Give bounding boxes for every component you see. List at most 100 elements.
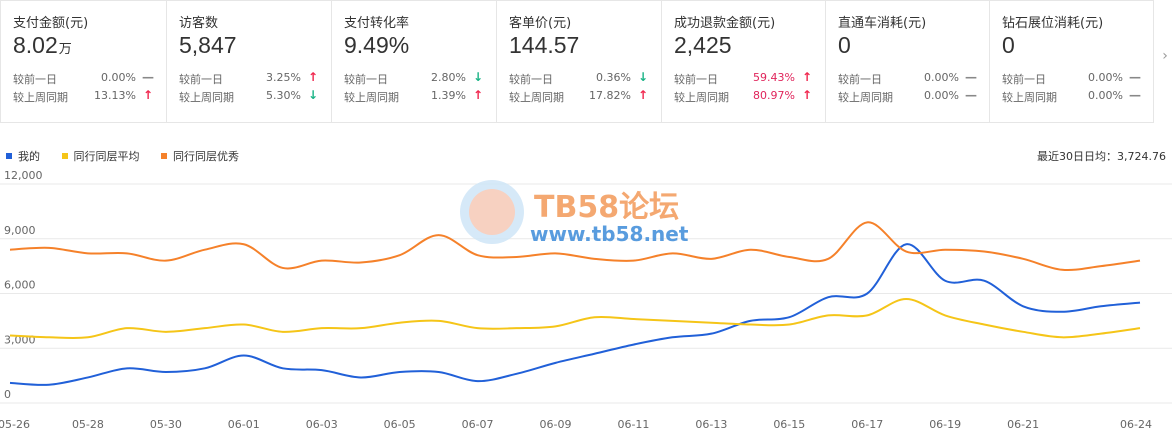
kpi-compare-pct: 0.00% [1088, 89, 1123, 102]
x-tick-label: 06-01 [228, 418, 260, 428]
kpi-compare-day: 较前一日 0.00% — [1002, 70, 1143, 86]
kpi-compare-label: 较前一日 [179, 73, 223, 86]
kpi-compare-pct: 80.97% [753, 89, 795, 102]
arrow-down-icon: ↓ [637, 70, 649, 84]
kpi-compare-label: 较前一日 [344, 73, 388, 86]
kpi-compare-label: 较上周同期 [1002, 91, 1057, 104]
chevron-right-icon[interactable]: › [1162, 48, 1168, 64]
legend-swatch-mine [6, 153, 12, 159]
y-tick-label: 9,000 [4, 224, 36, 237]
x-tick-label: 06-13 [695, 418, 727, 428]
series-line-peer-avg [9, 297, 1141, 340]
x-tick-label: 06-07 [462, 418, 494, 428]
kpi-compare-week: 较上周同期 1.39% ↑ [344, 88, 486, 104]
kpi-card-refund-amount[interactable]: 成功退款金额(元) 2,425 较前一日 59.43% ↑ 较上周同期 80.97% ↑ [662, 0, 826, 123]
kpi-title: 客单价(元) [509, 16, 572, 31]
kpi-title: 成功退款金额(元) [674, 16, 776, 31]
kpi-value-number: 2,425 [674, 32, 732, 58]
kpi-compare-pct: 0.00% [1088, 71, 1123, 84]
kpi-compare-pct: 17.82% [589, 89, 631, 102]
arrow-down-icon: ↓ [307, 88, 319, 102]
kpi-compare-day: 较前一日 0.00% — [13, 70, 156, 86]
kpi-compare-label: 较前一日 [1002, 73, 1046, 86]
kpi-compare-label: 较上周同期 [509, 91, 564, 104]
kpi-compare-pct: 0.00% [101, 71, 136, 84]
x-tick-label: 05-28 [72, 418, 104, 428]
kpi-value-number: 5,847 [179, 32, 237, 58]
legend-item-peer-avg[interactable]: 同行同层平均 [61, 148, 140, 164]
x-tick-label: 06-15 [773, 418, 805, 428]
arrow-up-icon: ↑ [472, 88, 484, 102]
x-tick-label: 06-09 [540, 418, 572, 428]
kpi-compare-pct: 5.30% [266, 89, 301, 102]
watermark-title: TB58论坛 [534, 190, 680, 225]
legend-swatch-peer-avg [61, 153, 68, 159]
legend-swatch-peer-top [161, 153, 167, 159]
x-tick-label: 05-30 [150, 418, 182, 428]
kpi-compare-pct: 13.13% [94, 89, 136, 102]
kpi-card-visitors[interactable]: 访客数 5,847 较前一日 3.25% ↑ 较上周同期 5.30% ↓ [167, 0, 332, 123]
kpi-compare-pct: 1.39% [431, 89, 466, 102]
kpi-compare-label: 较上周同期 [179, 91, 234, 104]
series-line-peer-top [9, 221, 1141, 272]
dash-icon: — [1129, 88, 1141, 102]
kpi-compare-week: 较上周同期 5.30% ↓ [179, 88, 321, 104]
kpi-card-ztc-cost[interactable]: 直通车消耗(元) 0 较前一日 0.00% — 较上周同期 0.00% — [826, 0, 990, 123]
series-line-mine [9, 243, 1141, 386]
chart-legend: 我的 同行同层平均 同行同层优秀 [6, 148, 257, 164]
x-tick-label: 05-26 [0, 418, 30, 428]
x-tick-label: 06-21 [1007, 418, 1039, 428]
kpi-value-number: 144.57 [509, 32, 580, 58]
kpi-value: 5,847 [179, 32, 237, 59]
kpi-compare-pct: 59.43% [753, 71, 795, 84]
kpi-card-diamond-booth-cost[interactable]: 钻石展位消耗(元) 0 较前一日 0.00% — 较上周同期 0.00% — [990, 0, 1154, 123]
x-tick-label: 06-24 [1120, 418, 1152, 428]
kpi-compare-label: 较上周同期 [344, 91, 399, 104]
legend-label-mine: 我的 [18, 150, 40, 163]
legend-item-mine[interactable]: 我的 [6, 148, 40, 164]
kpi-compare-pct: 2.80% [431, 71, 466, 84]
kpi-card-conversion-rate[interactable]: 支付转化率 9.49% 较前一日 2.80% ↓ 较上周同期 1.39% ↑ [332, 0, 497, 123]
watermark-url: www.tb58.net [530, 222, 689, 246]
kpi-compare-label: 较前一日 [674, 73, 718, 86]
kpi-card-payment-amount[interactable]: 支付金额(元) 8.02万较前一日 0.00% — 较上周同期 13.13% ↑ [0, 0, 167, 123]
kpi-compare-pct: 0.00% [924, 89, 959, 102]
arrow-up-icon: ↑ [637, 88, 649, 102]
dash-icon: — [965, 70, 977, 84]
kpi-value: 2,425 [674, 32, 732, 59]
dash-icon: — [1129, 70, 1141, 84]
kpi-value-number: 9.49% [344, 32, 410, 58]
kpi-value-number: 0 [838, 32, 851, 58]
y-tick-label: 0 [4, 388, 11, 401]
kpi-compare-label: 较上周同期 [13, 91, 68, 104]
kpi-compare-label: 较前一日 [13, 73, 57, 86]
kpi-compare-day: 较前一日 0.00% — [838, 70, 979, 86]
legend-item-peer-top[interactable]: 同行同层优秀 [161, 148, 239, 164]
arrow-down-icon: ↓ [472, 70, 484, 84]
kpi-value-unit: 万 [58, 41, 72, 56]
kpi-compare-week: 较上周同期 17.82% ↑ [509, 88, 651, 104]
kpi-value: 8.02万 [13, 32, 72, 59]
kpi-value: 9.49% [344, 32, 409, 59]
watermark: TB58论坛 www.tb58.net [460, 180, 720, 250]
x-tick-label: 06-19 [929, 418, 961, 428]
kpi-compare-week: 较上周同期 13.13% ↑ [13, 88, 156, 104]
kpi-title: 支付金额(元) [13, 16, 89, 31]
kpi-compare-label: 较前一日 [838, 73, 882, 86]
kpi-compare-day: 较前一日 2.80% ↓ [344, 70, 486, 86]
kpi-title: 钻石展位消耗(元) [1002, 16, 1104, 31]
kpi-title: 直通车消耗(元) [838, 16, 927, 31]
legend-label-peer-avg: 同行同层平均 [73, 150, 140, 163]
x-tick-label: 06-03 [306, 418, 338, 428]
kpi-compare-label: 较上周同期 [674, 91, 729, 104]
kpi-value: 144.57 [509, 32, 579, 59]
kpi-compare-pct: 3.25% [266, 71, 301, 84]
kpi-card-avg-order-value[interactable]: 客单价(元) 144.57 较前一日 0.36% ↓ 较上周同期 17.82% ↑ [497, 0, 662, 123]
arrow-up-icon: ↑ [142, 88, 154, 102]
kpi-title: 访客数 [179, 16, 219, 31]
y-tick-label: 12,000 [4, 170, 43, 182]
arrow-up-icon: ↑ [801, 70, 813, 84]
dash-icon: — [142, 70, 154, 84]
legend-label-peer-top: 同行同层优秀 [173, 150, 239, 163]
